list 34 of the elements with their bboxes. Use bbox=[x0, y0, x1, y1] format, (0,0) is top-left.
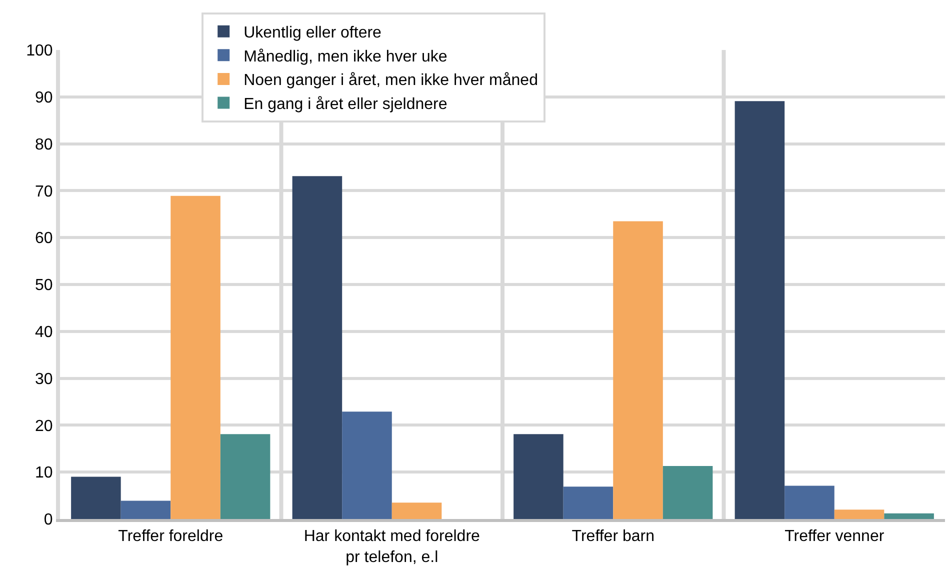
bar bbox=[220, 434, 270, 519]
bar bbox=[613, 221, 663, 519]
y-tick-label: 40 bbox=[35, 324, 53, 341]
y-tick-label: 20 bbox=[35, 418, 53, 435]
y-tick-label: 100 bbox=[26, 42, 53, 60]
bar bbox=[563, 486, 614, 519]
legend-label: Noen ganger i året, men ikke hver måned bbox=[244, 72, 538, 90]
bar bbox=[734, 101, 785, 519]
legend-label: Månedlig, men ikke hver uke bbox=[244, 48, 448, 66]
bar bbox=[292, 176, 342, 519]
x-tick-label: Treffer venner bbox=[784, 528, 885, 546]
bar bbox=[342, 412, 392, 519]
bar bbox=[170, 196, 220, 519]
bar bbox=[834, 510, 884, 519]
legend-label: Ukentlig eller oftere bbox=[244, 24, 382, 42]
x-tick-label: Har kontakt med foreldre pr telefon, e.l bbox=[304, 528, 480, 566]
y-tick-label: 70 bbox=[35, 183, 53, 200]
y-tick-label: 80 bbox=[35, 136, 53, 154]
y-tick-label: 50 bbox=[35, 277, 53, 294]
y-tick-label: 10 bbox=[35, 464, 53, 482]
y-tick-label: 60 bbox=[35, 230, 53, 248]
legend-label: En gang i året eller sjeldnere bbox=[244, 96, 448, 114]
bar bbox=[784, 486, 834, 519]
y-tick-label: 0 bbox=[44, 512, 53, 529]
bar bbox=[662, 466, 713, 519]
x-tick-label: Treffer foreldre bbox=[118, 528, 224, 546]
bar bbox=[120, 500, 171, 519]
y-tick-label: 90 bbox=[35, 90, 53, 106]
bar bbox=[514, 434, 564, 519]
bar bbox=[884, 513, 934, 519]
bar bbox=[71, 476, 121, 519]
x-tick-label: Treffer barn bbox=[572, 528, 654, 546]
y-tick-label: 30 bbox=[35, 370, 53, 388]
bar bbox=[392, 502, 442, 519]
